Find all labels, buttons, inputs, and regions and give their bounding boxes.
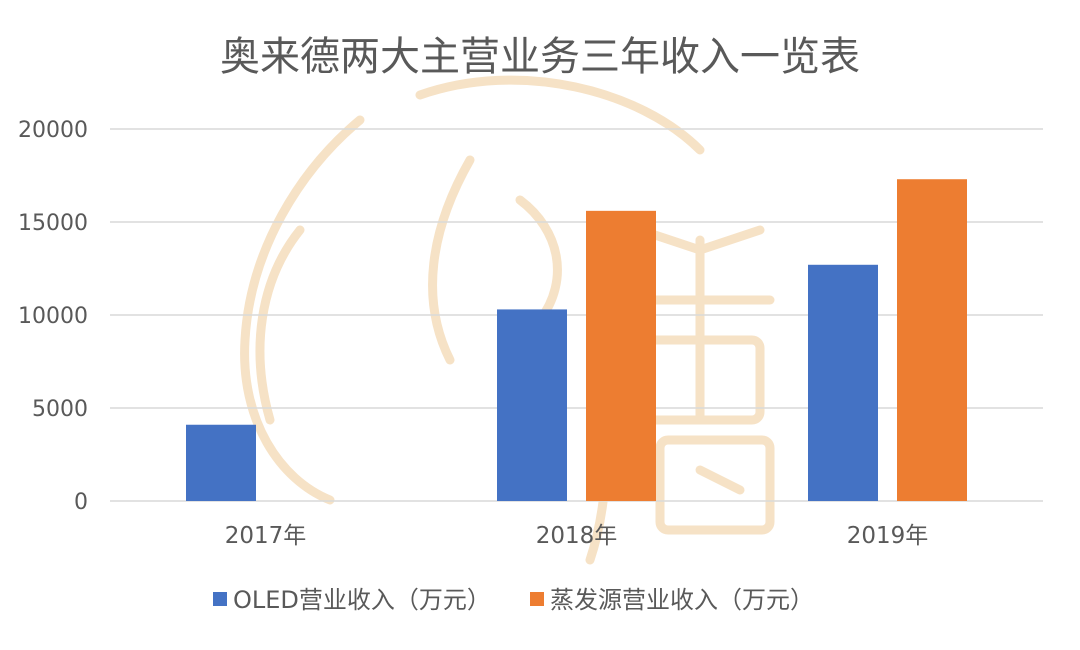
y-tick-label: 10000 — [18, 304, 88, 329]
bar-evaporation-source-2 — [897, 179, 967, 501]
y-tick-label: 0 — [74, 490, 88, 515]
x-axis: 2017年 2018年 2019年 — [225, 523, 929, 549]
y-tick-label: 20000 — [18, 118, 88, 143]
bar-oled-0 — [186, 424, 256, 501]
x-tick-label: 2017年 — [225, 523, 307, 549]
gridlines — [110, 128, 1043, 502]
legend-swatch — [213, 592, 227, 606]
bar-oled-1 — [497, 309, 567, 501]
legend-label: OLED营业收入（万元） — [233, 586, 491, 614]
y-tick-label: 15000 — [18, 211, 88, 236]
bar-oled-2 — [808, 264, 878, 501]
y-tick-label: 5000 — [32, 397, 88, 422]
bar-evaporation-source-1 — [586, 210, 656, 501]
legend: OLED营业收入（万元） 蒸发源营业收入（万元） — [213, 586, 814, 614]
legend-swatch — [530, 592, 544, 606]
chart-title: 奥来德两大主营业务三年收入一览表 — [220, 34, 860, 80]
x-tick-label: 2018年 — [536, 523, 618, 549]
x-tick-label: 2019年 — [847, 523, 929, 549]
bars — [186, 179, 967, 501]
legend-label: 蒸发源营业收入（万元） — [550, 586, 814, 614]
y-axis: 0 5000 10000 15000 20000 — [18, 118, 88, 515]
